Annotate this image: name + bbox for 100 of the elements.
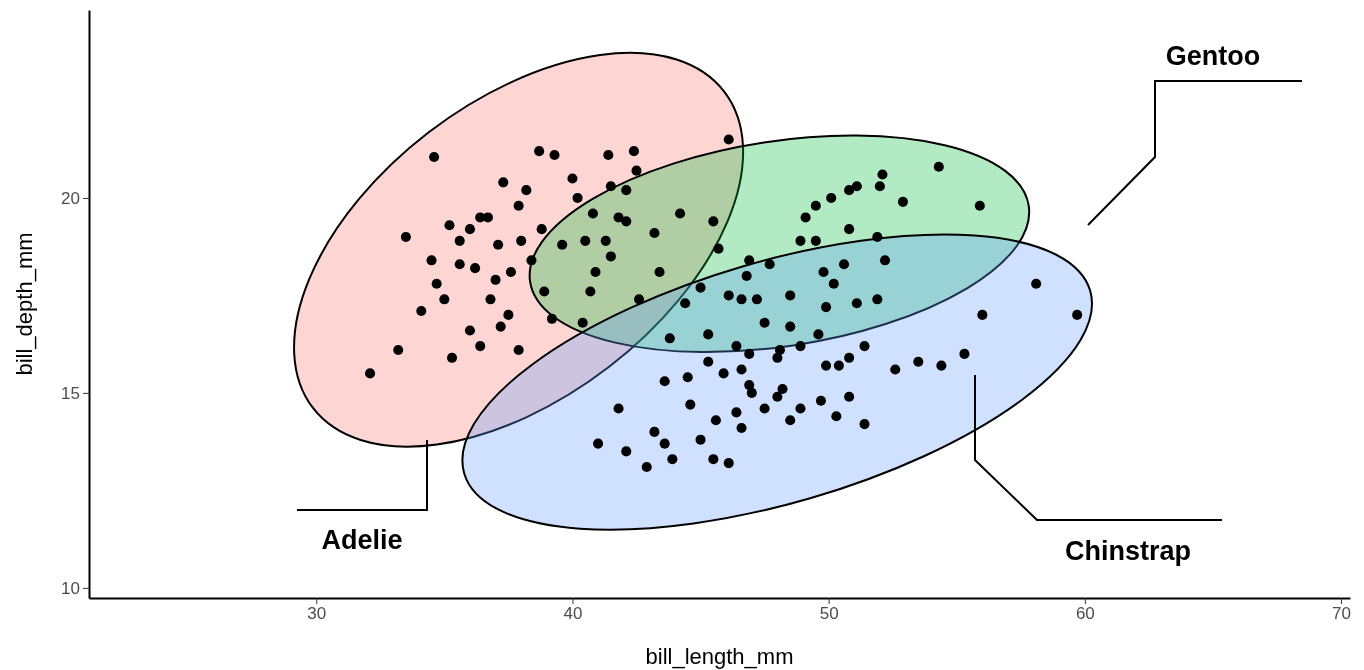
point <box>600 235 611 246</box>
point <box>539 286 550 297</box>
point <box>464 224 476 235</box>
point <box>785 290 796 301</box>
point <box>493 239 504 250</box>
point <box>680 298 691 309</box>
point <box>587 208 598 219</box>
point <box>498 177 509 188</box>
point <box>736 422 747 434</box>
point <box>641 461 652 473</box>
y-tick-label: 10 <box>61 578 80 598</box>
point <box>495 321 506 332</box>
point <box>521 185 532 196</box>
point <box>580 235 591 246</box>
point <box>475 341 486 352</box>
point <box>513 344 524 356</box>
point <box>429 151 440 163</box>
point <box>713 243 724 254</box>
point <box>516 235 527 246</box>
point <box>534 146 545 157</box>
point <box>708 216 719 227</box>
point <box>959 348 970 359</box>
point <box>1072 309 1083 320</box>
point <box>649 426 660 437</box>
point <box>621 185 632 196</box>
point <box>933 161 944 172</box>
point <box>546 313 557 324</box>
point <box>859 419 870 430</box>
point <box>844 185 855 196</box>
point <box>859 341 870 352</box>
x-axis-title: bill_length_mm <box>645 644 794 669</box>
point <box>505 266 516 278</box>
point <box>439 294 450 305</box>
point <box>744 348 755 359</box>
point <box>708 454 719 465</box>
point <box>664 333 675 344</box>
point <box>833 360 844 371</box>
point <box>572 192 583 203</box>
point <box>416 305 427 317</box>
point <box>446 352 458 363</box>
point <box>703 356 714 367</box>
point <box>759 317 770 328</box>
y-axis-title: bill_depth_mm <box>12 232 37 376</box>
y-tick-label: 15 <box>61 383 80 403</box>
point <box>659 376 670 387</box>
point <box>751 294 762 305</box>
point <box>844 224 855 235</box>
point <box>659 438 670 449</box>
point <box>818 266 829 278</box>
point <box>736 294 747 305</box>
point <box>675 208 686 219</box>
point <box>844 391 855 402</box>
point <box>759 403 770 414</box>
point <box>718 368 729 379</box>
point <box>838 259 850 270</box>
point <box>485 294 496 305</box>
point <box>974 200 985 211</box>
point <box>470 263 481 274</box>
point <box>585 286 596 297</box>
annotation: Chinstrap <box>1064 536 1192 566</box>
point <box>557 239 568 250</box>
point <box>764 259 775 270</box>
point <box>400 231 411 242</box>
point <box>800 212 811 223</box>
point <box>605 181 616 192</box>
point <box>567 173 578 184</box>
point <box>851 181 862 192</box>
x-tick-label: 70 <box>1332 604 1351 624</box>
point <box>593 438 604 449</box>
point <box>815 395 826 406</box>
point <box>1031 278 1042 289</box>
point <box>831 411 842 422</box>
point <box>877 169 888 180</box>
point <box>810 235 821 246</box>
x-tick-label: 50 <box>819 604 839 624</box>
point <box>444 220 455 231</box>
point <box>890 364 901 375</box>
point <box>795 403 806 414</box>
point <box>605 251 616 262</box>
point <box>634 294 645 305</box>
point <box>872 231 883 242</box>
point <box>813 329 824 340</box>
point <box>777 383 788 395</box>
point <box>897 196 908 207</box>
point <box>874 181 885 192</box>
point <box>736 364 747 375</box>
point <box>731 407 742 418</box>
point <box>785 415 796 426</box>
point <box>613 403 624 414</box>
point <box>821 360 832 371</box>
point <box>844 352 855 363</box>
point <box>695 434 706 445</box>
point <box>621 216 632 227</box>
point <box>621 446 632 457</box>
point <box>536 224 547 235</box>
point <box>490 274 501 285</box>
point <box>454 259 465 270</box>
annotation: Gentoo <box>1165 41 1261 71</box>
x-tick-label: 30 <box>307 604 327 624</box>
point <box>744 380 755 391</box>
